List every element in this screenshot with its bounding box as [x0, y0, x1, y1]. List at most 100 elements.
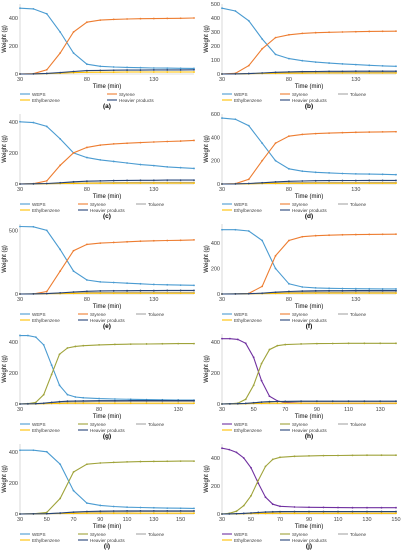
data-point	[112, 142, 115, 145]
data-point	[58, 400, 61, 403]
data-point	[59, 31, 62, 33]
data-point	[288, 180, 290, 183]
data-point	[179, 17, 182, 20]
data-point	[300, 402, 302, 405]
data-point	[86, 292, 88, 295]
data-point	[229, 402, 231, 405]
data-point	[351, 506, 354, 509]
data-point	[276, 344, 279, 347]
data-point	[337, 510, 339, 513]
data-point	[19, 334, 21, 337]
data-point	[284, 402, 287, 405]
data-point	[284, 400, 287, 403]
data-point	[314, 234, 317, 237]
chart-svg: 0 200 400 600 30 80 130 Time (min) Weight (g) WEP…	[204, 112, 397, 220]
data-point	[328, 287, 330, 290]
legend-label: Heavier products	[292, 538, 327, 543]
data-point	[331, 342, 334, 345]
data-point	[354, 182, 357, 185]
data-point	[354, 287, 357, 290]
data-point	[99, 510, 102, 513]
x-tick-label: 30	[219, 517, 225, 523]
x-tick-label: 150	[391, 517, 400, 523]
data-point	[221, 117, 223, 119]
x-tick-label: 90	[97, 517, 103, 523]
data-point	[288, 167, 290, 170]
y-tick-label: 200	[9, 44, 18, 50]
x-tick-label: 50	[251, 407, 257, 413]
data-point	[161, 402, 164, 405]
data-point	[368, 70, 371, 73]
legend-label: WEPS	[234, 532, 248, 537]
data-point	[235, 451, 238, 454]
y-tick-label: 200	[211, 267, 220, 273]
data-point	[341, 63, 344, 65]
chart-svg: 0 100 200 300 400 500 30 80 130 Time (min) Weight …	[204, 2, 397, 110]
data-point	[268, 400, 271, 403]
data-point	[27, 334, 29, 337]
data-point	[72, 151, 75, 154]
data-point	[328, 132, 330, 135]
data-point	[261, 47, 264, 50]
data-point	[99, 144, 102, 147]
data-point	[261, 239, 264, 242]
data-point	[86, 279, 88, 281]
data-point	[193, 399, 195, 402]
panel-label: (f)	[306, 323, 313, 330]
data-point	[193, 509, 195, 512]
data-point	[380, 512, 383, 515]
data-point	[322, 512, 325, 515]
data-point	[98, 399, 100, 402]
data-point	[19, 449, 21, 452]
data-point	[129, 343, 132, 346]
data-point	[193, 71, 195, 73]
data-point	[279, 456, 281, 459]
data-point	[112, 179, 115, 182]
data-point	[341, 172, 344, 175]
data-point	[395, 30, 397, 33]
data-point	[264, 496, 267, 499]
data-point	[59, 137, 62, 140]
data-point	[74, 402, 77, 405]
data-point	[99, 158, 102, 161]
data-point	[395, 454, 397, 457]
data-point	[235, 512, 238, 515]
data-point	[19, 7, 21, 10]
data-point	[72, 471, 75, 473]
data-point	[395, 400, 397, 403]
data-point	[284, 343, 287, 346]
chart-panel: 0 200 400 600 30 80 130 Time (min) Weight (g) WEP…	[202, 110, 404, 220]
data-point	[257, 511, 260, 514]
data-point	[193, 292, 195, 295]
data-point	[114, 399, 116, 402]
data-point	[247, 178, 250, 181]
data-point	[59, 52, 62, 54]
data-point	[268, 402, 271, 405]
series-line	[221, 342, 396, 405]
data-point	[341, 70, 344, 73]
data-point	[274, 53, 277, 56]
data-point	[381, 70, 384, 73]
data-point	[274, 181, 277, 183]
data-point	[152, 506, 155, 509]
data-point	[82, 399, 85, 402]
data-point	[179, 179, 182, 182]
chart-svg: 0 200 400 30 80 130 Time (min) Weight (g) WEPS St…	[204, 224, 397, 330]
data-point	[152, 289, 155, 292]
x-tick-label: 130	[351, 297, 360, 303]
series-line	[19, 460, 194, 515]
x-tick-label: 130	[376, 407, 385, 413]
data-point	[99, 71, 102, 74]
data-point	[395, 289, 397, 292]
chart-svg: 0 200 400 30 50 70 90 110 130 150 Time (min) Weight…	[2, 444, 195, 550]
data-point	[368, 72, 371, 74]
y-axis-label: Weight (g)	[204, 245, 210, 273]
y-tick-label: 400	[9, 340, 18, 346]
data-point	[59, 71, 62, 74]
data-point	[395, 65, 397, 68]
data-point	[139, 506, 142, 509]
y-tick-label: 500	[211, 2, 220, 8]
data-point	[301, 70, 304, 73]
data-point	[179, 460, 182, 463]
data-point	[72, 511, 75, 514]
